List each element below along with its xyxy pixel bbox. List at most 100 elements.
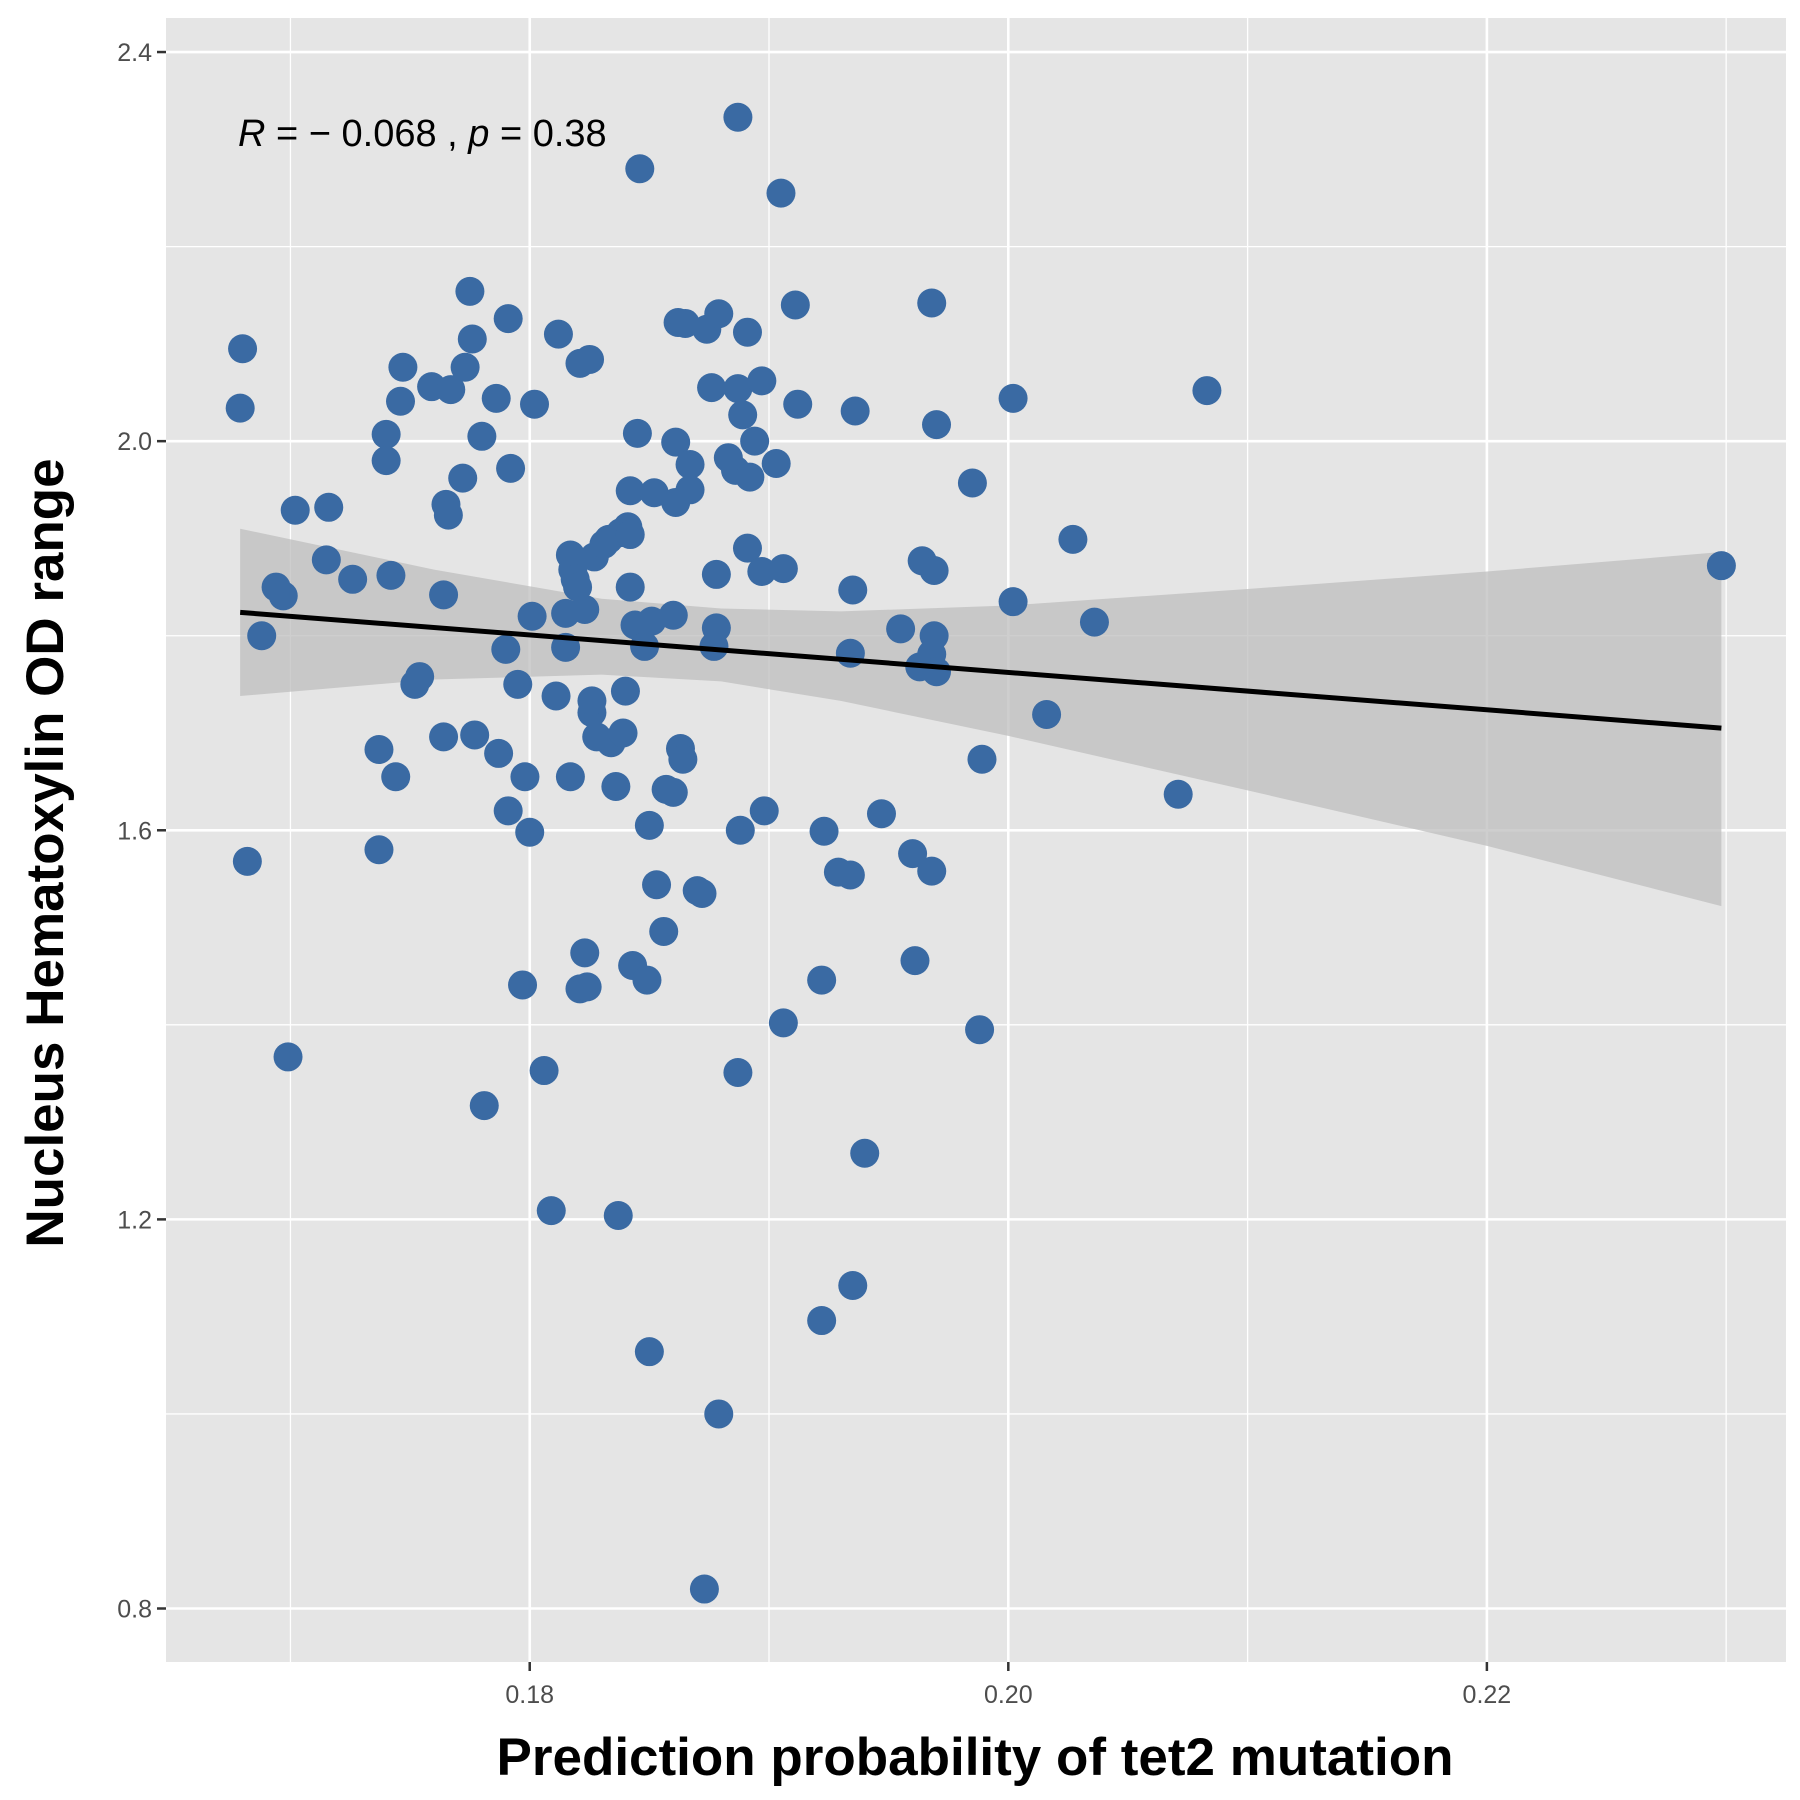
- data-point: [701, 559, 731, 589]
- data-point: [429, 580, 459, 610]
- y-tick-label: 2.0: [117, 428, 152, 456]
- data-point: [998, 587, 1028, 617]
- data-point: [704, 1399, 734, 1429]
- data-point: [725, 815, 755, 845]
- data-point: [749, 796, 779, 826]
- data-point: [493, 796, 523, 826]
- data-point: [481, 383, 511, 413]
- x-axis: 0.18 0.20 0.22: [505, 1662, 1511, 1709]
- data-point: [735, 462, 765, 492]
- data-point: [998, 383, 1028, 413]
- y-tick-label: 1.2: [117, 1206, 152, 1234]
- data-point: [900, 946, 930, 976]
- y-tick-label: 2.4: [117, 39, 152, 67]
- data-point: [728, 400, 758, 430]
- data-point: [273, 1042, 303, 1072]
- data-point: [1058, 524, 1088, 554]
- data-point: [232, 846, 262, 876]
- data-point: [572, 972, 602, 1002]
- x-tick-label: 0.20: [984, 1681, 1033, 1709]
- data-point: [634, 1337, 664, 1367]
- data-point: [768, 1008, 798, 1038]
- data-point: [697, 373, 727, 403]
- data-point: [386, 386, 416, 416]
- data-point: [838, 1271, 868, 1301]
- data-point: [364, 735, 394, 765]
- data-point: [622, 418, 652, 448]
- data-point: [965, 1015, 995, 1045]
- data-point: [780, 290, 810, 320]
- data-point: [766, 178, 796, 208]
- data-point: [493, 304, 523, 334]
- data-point: [555, 762, 585, 792]
- data-point: [608, 718, 638, 748]
- data-point: [835, 638, 865, 668]
- data-point: [840, 396, 870, 426]
- data-point: [919, 621, 949, 651]
- data-point: [436, 375, 466, 405]
- data-point: [761, 449, 791, 479]
- data-point: [886, 614, 916, 644]
- data-point: [457, 324, 487, 354]
- r-value: = − 0.068 ,: [265, 113, 468, 155]
- y-axis: 0.8 1.2 1.6 2.0 2.4: [117, 39, 166, 1623]
- y-axis-title: Nucleus Hematoxylin OD range: [16, 458, 75, 1247]
- data-point: [649, 916, 679, 946]
- data-point: [689, 1574, 719, 1604]
- data-point: [922, 410, 952, 440]
- data-point: [517, 601, 547, 631]
- data-point: [704, 299, 734, 329]
- data-point: [529, 1056, 559, 1086]
- data-point: [405, 662, 435, 692]
- data-point: [603, 1200, 633, 1230]
- data-point: [917, 856, 947, 886]
- confidence-band: [240, 528, 1722, 907]
- data-point: [247, 621, 277, 651]
- data-point: [536, 1196, 566, 1226]
- data-point: [1032, 700, 1062, 730]
- data-point: [570, 938, 600, 968]
- x-tick-label: 0.22: [1463, 1681, 1512, 1709]
- data-point: [268, 581, 298, 611]
- data-point: [898, 839, 928, 869]
- r-symbol: R: [238, 113, 265, 155]
- data-point: [967, 744, 997, 774]
- data-point: [917, 288, 947, 318]
- data-point: [610, 676, 640, 706]
- data-point: [455, 276, 485, 306]
- data-point: [469, 1091, 499, 1121]
- data-point: [433, 500, 463, 530]
- data-point: [723, 102, 753, 132]
- data-point: [515, 817, 545, 847]
- data-point: [835, 860, 865, 890]
- data-point: [541, 681, 571, 711]
- data-point: [381, 762, 411, 792]
- data-point: [448, 463, 478, 493]
- data-point: [496, 453, 526, 483]
- data-point: [723, 1057, 753, 1087]
- p-symbol: p: [467, 113, 489, 155]
- data-point: [768, 554, 798, 584]
- data-point: [661, 427, 691, 457]
- p-value: = 0.38: [489, 113, 606, 155]
- data-point: [732, 533, 762, 563]
- data-point: [675, 475, 705, 505]
- data-point: [922, 657, 952, 687]
- correlation-annotation: R = − 0.068 , p = 0.38: [238, 113, 607, 155]
- data-point: [1163, 779, 1193, 809]
- data-point: [732, 317, 762, 347]
- data-point: [508, 970, 538, 1000]
- data-point: [371, 419, 401, 449]
- data-point: [338, 564, 368, 594]
- data-point: [601, 771, 631, 801]
- data-point: [575, 344, 605, 374]
- data-point: [1079, 607, 1109, 637]
- data-point: [311, 545, 341, 575]
- data-point: [740, 426, 770, 456]
- data-point: [563, 572, 593, 602]
- data-point: [371, 446, 401, 476]
- data-point: [503, 669, 533, 699]
- regression-line: [239, 609, 1722, 731]
- data-point: [615, 476, 645, 506]
